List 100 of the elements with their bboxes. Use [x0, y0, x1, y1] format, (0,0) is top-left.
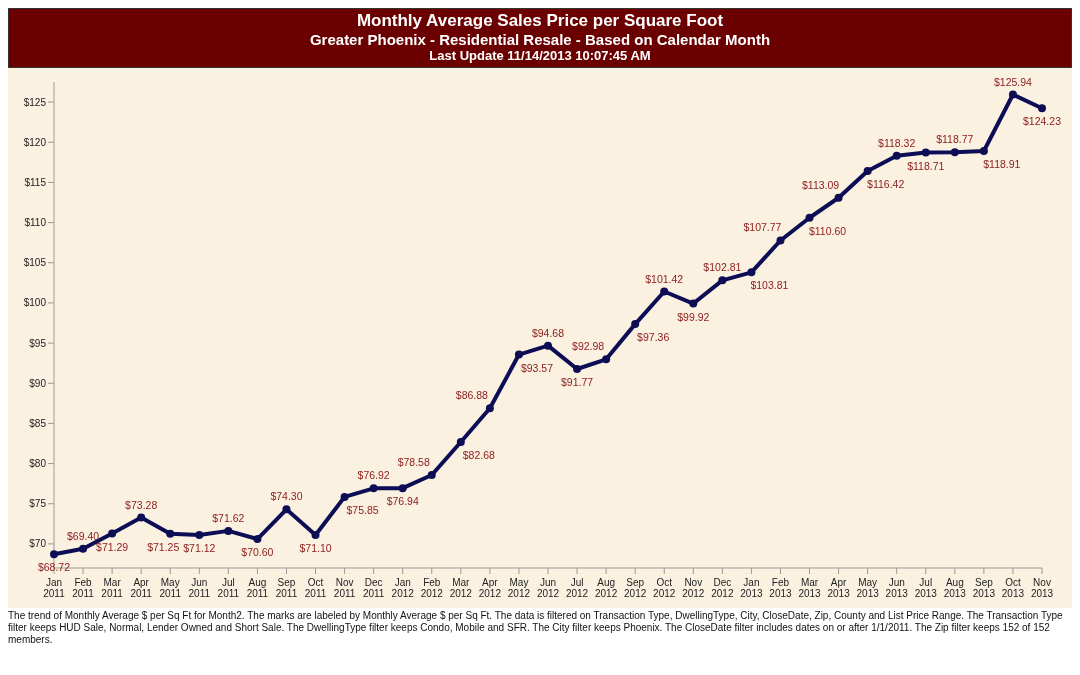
y-tick-label: $120 [23, 136, 47, 148]
data-label: $71.10 [299, 542, 332, 555]
data-label: $70.60 [241, 546, 274, 559]
x-tick-label: May 2013 [856, 577, 880, 599]
y-tick-label: $100 [23, 297, 47, 309]
x-tick-label: Oct 2012 [653, 577, 676, 599]
x-tick-label: Dec 2012 [711, 577, 734, 599]
y-tick-label: $115 [24, 176, 47, 188]
x-tick-label: Apr 2012 [478, 577, 502, 599]
x-tick-label: Mar 2012 [449, 577, 473, 599]
data-label: $103.81 [750, 279, 789, 292]
point [689, 299, 698, 308]
chart-title: Monthly Average Sales Price per Square Foot [355, 11, 725, 31]
point [311, 531, 320, 540]
point [485, 404, 494, 413]
point [573, 365, 582, 374]
x-tick-label: Oct 2011 [304, 577, 327, 599]
y-tick-label: $85 [29, 417, 47, 429]
point [776, 236, 785, 245]
data-label: $118.71 [907, 159, 945, 172]
y-tick-label: $70 [29, 538, 47, 550]
point [718, 276, 727, 285]
point [863, 167, 872, 176]
point [1008, 90, 1017, 99]
x-tick-label: Mar 2011 [101, 577, 124, 599]
x-tick-label: Jul 2011 [217, 577, 240, 599]
data-label: $71.29 [96, 540, 129, 553]
point [805, 213, 814, 222]
x-tick-label: Aug 2012 [594, 577, 618, 599]
data-label: $86.88 [455, 389, 489, 402]
x-tick-label: Jan 2013 [740, 577, 763, 599]
y-tick-label: $125 [23, 96, 47, 108]
data-label: $107.77 [743, 221, 782, 234]
data-label: $69.40 [67, 529, 100, 542]
data-label: $71.62 [212, 511, 245, 524]
point [747, 268, 756, 277]
x-tick-label: May 2012 [507, 577, 531, 599]
point [282, 505, 291, 514]
data-label: $99.92 [677, 310, 710, 323]
point [514, 350, 523, 359]
x-tick-label: Sep 2013 [972, 577, 996, 599]
point [108, 529, 117, 538]
data-label: $102.81 [703, 261, 742, 274]
point [427, 470, 436, 479]
x-tick-label: May 2011 [159, 577, 182, 599]
x-tick-label: Apr 2013 [827, 577, 851, 599]
data-label: $118.77 [936, 133, 974, 146]
point [195, 530, 204, 539]
point [369, 484, 378, 493]
x-tick-label: Apr 2011 [130, 577, 153, 599]
point [921, 148, 930, 157]
point [950, 148, 959, 157]
x-tick-label: Oct 2013 [1001, 577, 1025, 599]
y-tick-label: $105 [23, 257, 47, 269]
data-label: $93.57 [520, 361, 554, 374]
point [137, 513, 146, 522]
data-label: $94.68 [531, 326, 565, 339]
point [456, 438, 465, 447]
y-tick-label: $80 [29, 458, 47, 470]
data-label: $97.36 [637, 331, 670, 344]
data-label: $82.68 [462, 449, 496, 462]
x-tick-label: Nov 2011 [333, 577, 356, 599]
point [660, 287, 669, 296]
point [544, 341, 552, 350]
point [892, 151, 901, 160]
chart-subtitle: Greater Phoenix - Residential Resale - Based on Calendar Month [308, 31, 772, 48]
x-tick-label: Feb 2012 [420, 577, 444, 599]
point [1038, 104, 1046, 113]
x-tick-label: Sep 2011 [275, 577, 298, 599]
x-tick-label: Jul 2013 [914, 577, 938, 599]
point [340, 492, 349, 501]
x-tick-label: Feb 2011 [72, 577, 95, 599]
x-tick-label: Sep 2012 [624, 577, 647, 599]
data-label: $76.92 [357, 469, 390, 482]
x-tick-label: Jan 2012 [391, 577, 415, 599]
x-tick-label: Dec 2011 [362, 577, 385, 599]
text: The trend of Monthly Average $ per Sq Ft for Month2. The marks are labeled by Monthly Average $ per Sq Ft. The data is filtered on Transaction Type, DwellingType, City, CloseDate, Zip, County and List Price Range. The Transaction Type filter keeps HUD Sale, Normal, Lender Owned and Short Sale. The DwellingType filter keeps Condo, Mobile and SFR. The City filter keeps Phoenix. The CloseDate filter includes dates on or after 1/1/2011. The Zip filter keeps 152 of 152 members. [8, 610, 1064, 646]
data-label: $113.09 [801, 178, 840, 191]
data-label: $71.25 [147, 540, 180, 553]
data-label: $71.12 [183, 541, 216, 554]
data-label: $75.85 [346, 503, 379, 516]
data-label: $76.94 [386, 495, 419, 508]
point [79, 544, 88, 553]
data-label: $73.28 [125, 498, 158, 511]
point [631, 320, 640, 329]
point [253, 535, 262, 544]
x-tick-label: Aug 2011 [246, 577, 269, 599]
point [602, 355, 611, 364]
point [224, 526, 233, 535]
data-label: $116.42 [867, 178, 905, 191]
data-label: $118.32 [878, 136, 916, 149]
data-label: $68.72 [37, 561, 71, 574]
x-tick-label: Aug 2013 [943, 577, 967, 599]
text: Last Update 11/14/2013 10:07:45 AM [428, 48, 652, 63]
point [166, 529, 175, 538]
data-label: $125.94 [993, 75, 1033, 88]
x-tick-label: Nov 2013 [1030, 577, 1054, 599]
point [979, 147, 988, 155]
x-tick-label: Mar 2013 [798, 577, 822, 599]
x-tick-label: Jul 2012 [565, 577, 589, 599]
